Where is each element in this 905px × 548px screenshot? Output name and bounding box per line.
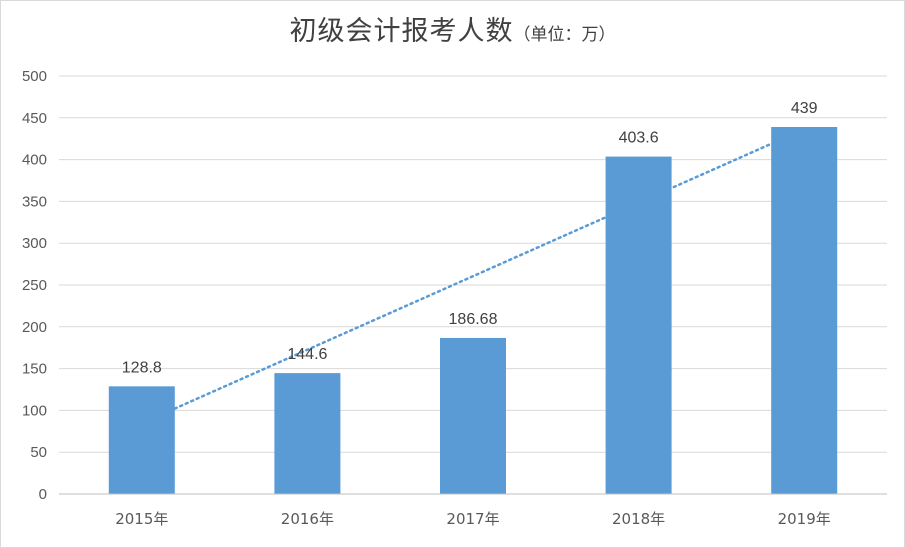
- y-tick-label: 150: [22, 361, 47, 378]
- y-tick-label: 250: [22, 277, 47, 294]
- data-label: 186.68: [449, 311, 498, 328]
- data-label: 128.8: [122, 359, 162, 376]
- bar: [108, 386, 175, 494]
- y-tick-label: 450: [22, 110, 47, 127]
- chart-unit-note: （单位：万）: [513, 25, 616, 45]
- y-tick-label: 100: [22, 402, 47, 419]
- y-tick-label: 350: [22, 193, 47, 210]
- x-tick-label: 2017年: [446, 510, 499, 528]
- x-tick-label: 2016年: [281, 510, 334, 528]
- x-tick-label: 2018年: [612, 510, 665, 528]
- bar: [274, 373, 341, 494]
- data-label: 403.6: [619, 130, 659, 147]
- y-tick-label: 500: [22, 68, 47, 85]
- data-label: 439: [791, 100, 818, 117]
- bar: [605, 156, 672, 494]
- y-tick-label: 400: [22, 152, 47, 169]
- bar: [771, 126, 838, 494]
- x-tick-label: 2015年: [115, 510, 168, 528]
- data-label: 144.6: [287, 346, 327, 363]
- trendline: [173, 142, 773, 410]
- y-tick-label: 50: [30, 444, 47, 461]
- y-tick-label: 200: [22, 319, 47, 336]
- y-tick-label: 0: [39, 486, 47, 503]
- chart-title-main: 初级会计报考人数: [289, 16, 514, 47]
- chart-title: 初级会计报考人数（单位：万）: [1, 9, 904, 48]
- x-tick-label: 2019年: [778, 510, 831, 528]
- bar: [440, 337, 506, 494]
- y-tick-label: 300: [22, 235, 47, 252]
